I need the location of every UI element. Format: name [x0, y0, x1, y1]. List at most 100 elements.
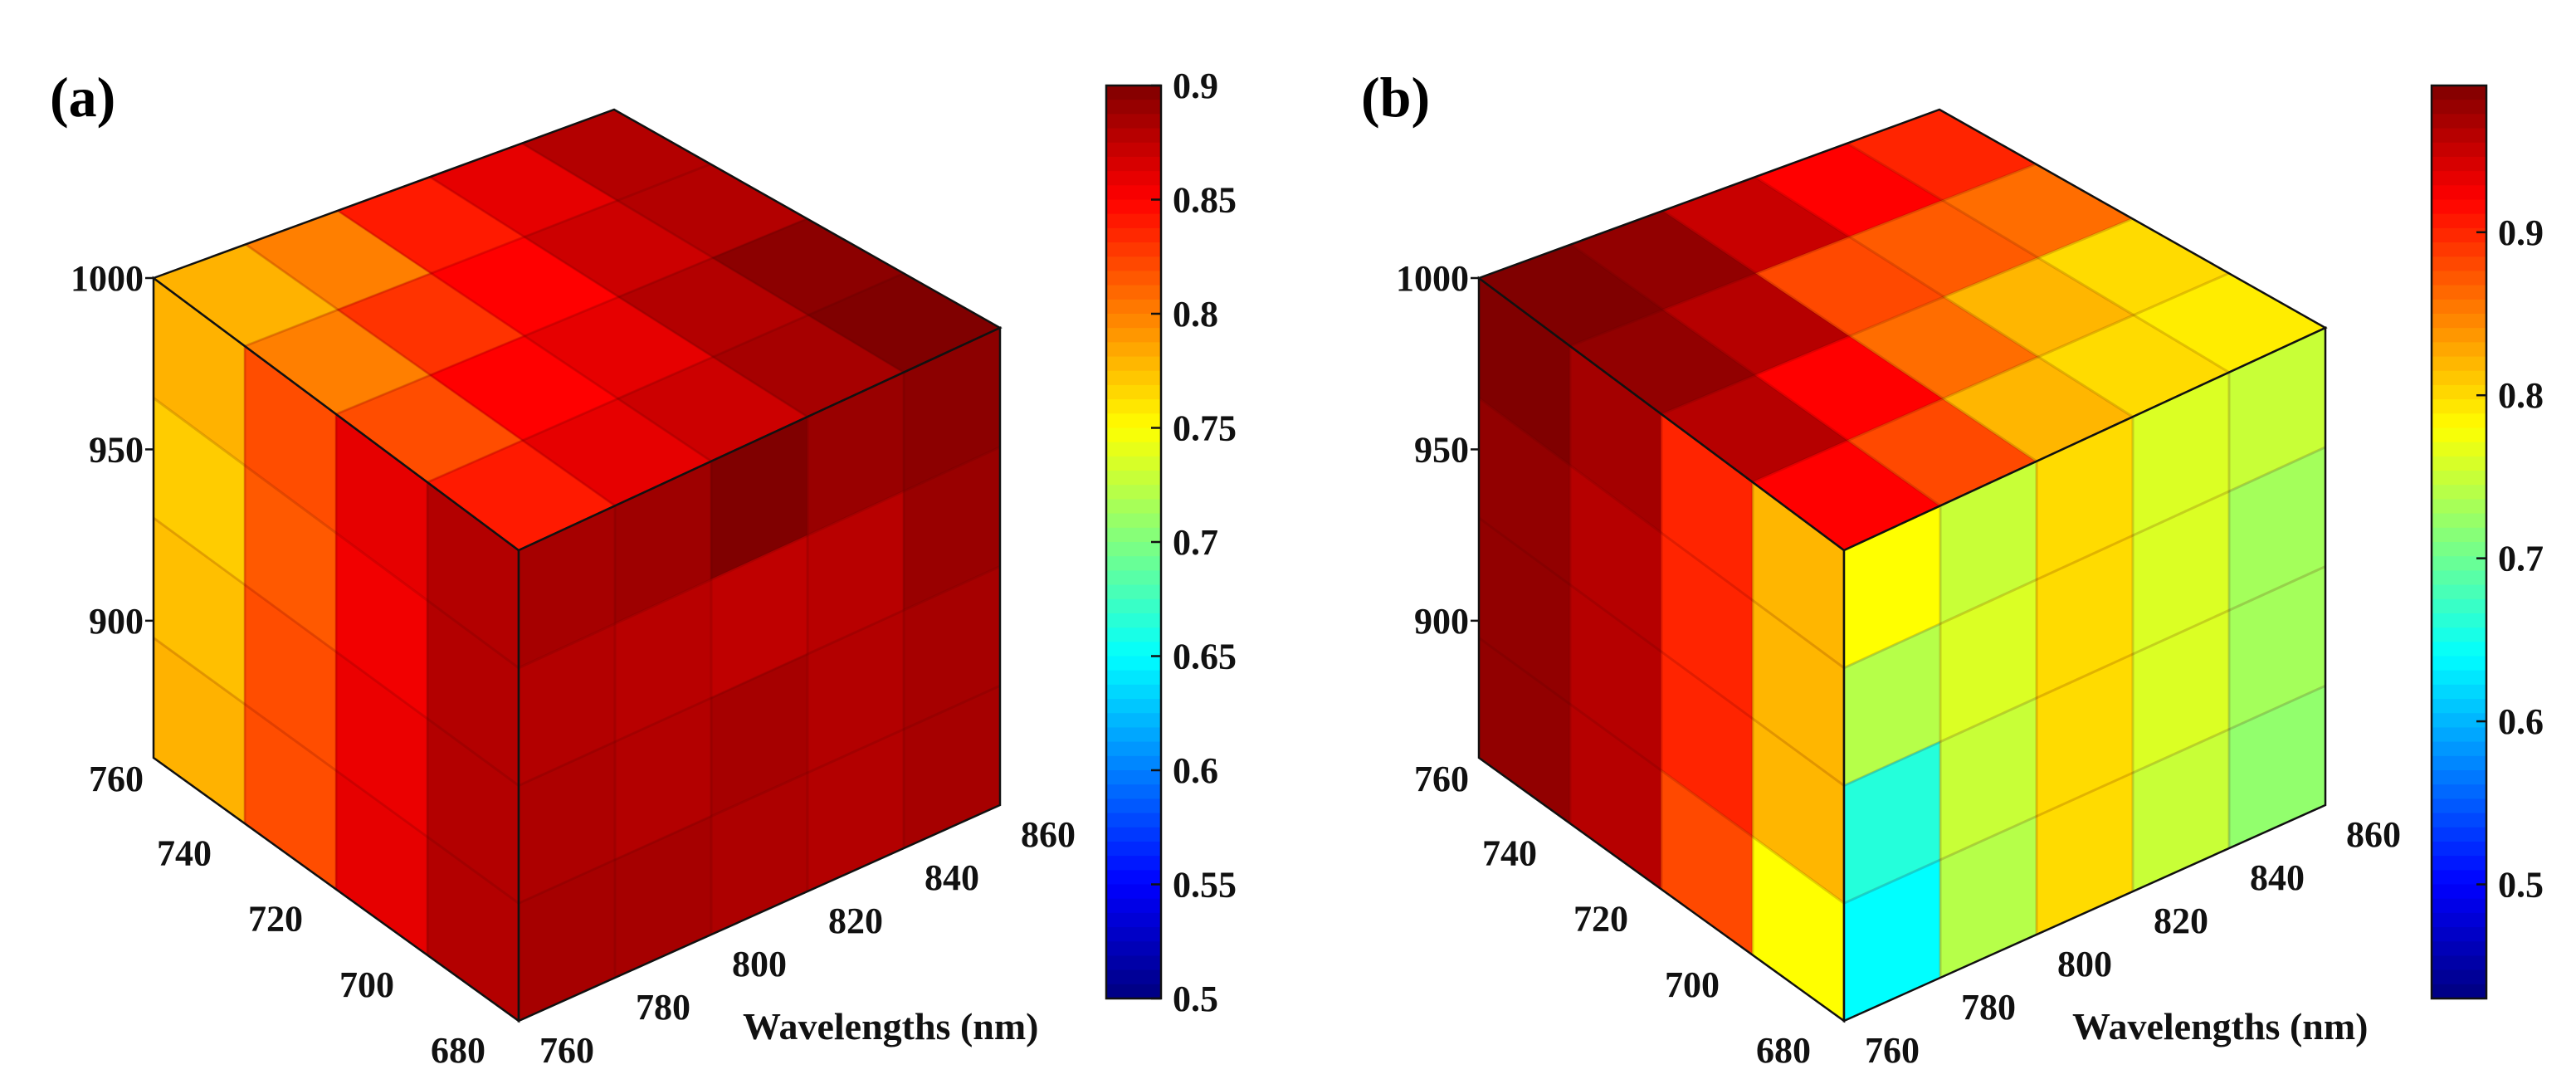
colorbar-segment	[1106, 584, 1161, 600]
colorbar-segment	[2432, 770, 2486, 786]
colorbar-segment	[2432, 413, 2486, 429]
top-face-gridline	[429, 175, 808, 418]
front-face-gridline	[518, 565, 1001, 787]
colorbar-segment	[1106, 242, 1161, 258]
x-axis-title-a: Wavelengths (nm)	[743, 1005, 1039, 1047]
colorbar-segment	[2432, 941, 2486, 957]
colorbar-segment	[2432, 912, 2486, 929]
colorbar-segment	[1106, 841, 1161, 857]
front-face-gridline	[518, 684, 1001, 905]
colorbar-segment	[1106, 156, 1161, 173]
y-tick-label: 720	[248, 899, 303, 940]
colorbar-segment	[2432, 784, 2486, 800]
colorbar-segment	[1106, 256, 1161, 272]
z-tick-label: 950	[1414, 429, 1469, 470]
panel-b: (b) 1000 950 900 760 740 720 700 680 760 780 800 82…	[1361, 66, 2544, 1071]
colorbar-segment	[1106, 299, 1161, 315]
colorbar-segment	[2432, 213, 2486, 229]
z-tick-label: 1000	[1396, 258, 1469, 299]
colorbar-segment	[2432, 370, 2486, 386]
colorbar-segment	[2432, 442, 2486, 457]
panel-a-label: (a)	[50, 66, 115, 129]
front-face-outline	[1842, 326, 2327, 1023]
colorbar-segment	[2432, 570, 2486, 586]
colorbar-segment	[1106, 213, 1161, 229]
colorbar-segment	[1106, 627, 1161, 643]
colorbar-segment	[2432, 870, 2486, 886]
colorbar-tick-label: 0.6	[1173, 750, 1218, 791]
top-face-gridline	[427, 271, 905, 484]
colorbar-segment	[2432, 642, 2486, 657]
y-tick-label: 740	[157, 832, 212, 873]
x-tick-label: 860	[1021, 814, 1076, 855]
colorbar-segment	[2432, 598, 2486, 614]
panel-a: (a) 1000 950 900 760 740 720 700 680 760 780 800 82…	[50, 66, 1237, 1071]
colorbar-segment	[1106, 227, 1161, 244]
colorbar-segment	[1106, 955, 1161, 971]
colorbar-segment	[2432, 485, 2486, 500]
colorbar-segment	[2432, 384, 2486, 401]
colorbar-segment	[2432, 499, 2486, 515]
y-tick-label: 720	[1573, 899, 1628, 940]
colorbar-segment	[1106, 100, 1161, 115]
colorbar-segment	[2432, 542, 2486, 558]
colorbar-segment	[2432, 527, 2486, 543]
top-face-gridline	[1754, 175, 2134, 418]
colorbar-segment	[2432, 856, 2486, 872]
top-face-gridline	[521, 142, 905, 374]
x-tick-label: 840	[925, 857, 979, 898]
axes-b: 1000 950 900 760 740 720 700 680 760 780 800 820 840…	[1396, 258, 2401, 1071]
colorbar-tick-label: 0.9	[2498, 212, 2544, 253]
colorbar-segment	[1106, 613, 1161, 629]
left-face-gridline	[1478, 516, 1845, 787]
colorbar-segment	[1106, 941, 1161, 957]
y-tick-label: 760	[1414, 759, 1469, 799]
colorbar-tick-label: 0.5	[2498, 865, 2544, 906]
colorbar-segment	[2432, 927, 2486, 943]
colorbar-tick-label: 0.8	[2498, 375, 2544, 416]
top-face-gridline	[1847, 142, 2230, 374]
colorbar-segment	[2432, 185, 2486, 201]
z-tick-label: 950	[89, 429, 144, 470]
colorbar-segment	[1106, 328, 1161, 344]
top-face-gridline	[1662, 209, 2037, 463]
left-face-gridline	[1478, 637, 1845, 905]
top-face-gridline	[1752, 271, 2230, 484]
colorbar-segment	[1106, 827, 1161, 842]
x-tick-label: 800	[732, 944, 787, 984]
front-face-outline	[517, 326, 1002, 1023]
colorbar-segment	[1106, 271, 1161, 286]
colorbar-segment	[2432, 427, 2486, 443]
colorbar-segment	[1106, 384, 1161, 401]
colorbar-segment	[2432, 841, 2486, 857]
x-tick-label: 760	[1865, 1030, 1920, 1071]
colorbar-segment	[2432, 171, 2486, 187]
colorbar-segment	[2432, 227, 2486, 244]
axes-a: 1000 950 900 760 740 720 700 680 760 780 800 820 840…	[71, 258, 1076, 1071]
colorbar-segment	[1106, 314, 1161, 330]
panel-b-label: (b)	[1361, 66, 1430, 129]
left-face-gridline	[153, 516, 520, 787]
colorbar-segment	[2432, 741, 2486, 757]
colorbar-segment	[1106, 527, 1161, 543]
colorbar-segment	[2432, 285, 2486, 300]
colorbar-segment	[1106, 471, 1161, 486]
colorbar-tick-label: 0.7	[2498, 539, 2544, 579]
top-face-gridline	[1661, 217, 2134, 416]
front-face-gridline	[518, 446, 1001, 670]
x-tick-label: 780	[1961, 987, 2016, 1028]
colorbar-segment	[2432, 969, 2486, 985]
colorbar-segment	[2432, 827, 2486, 842]
colorbar-segment	[1106, 798, 1161, 814]
cube-a	[151, 108, 1003, 1023]
colorbar-segment	[2432, 314, 2486, 330]
colorbar-segment	[2432, 356, 2486, 372]
x-tick-label: 860	[2346, 814, 2401, 855]
colorbar-segment	[1106, 142, 1161, 158]
top-face-gridline	[335, 217, 808, 416]
colorbar-segment	[1106, 684, 1161, 701]
colorbar-tick-label: 0.5	[1173, 979, 1218, 1019]
colorbar-segment	[2432, 898, 2486, 914]
colorbar-segment	[1106, 898, 1161, 914]
